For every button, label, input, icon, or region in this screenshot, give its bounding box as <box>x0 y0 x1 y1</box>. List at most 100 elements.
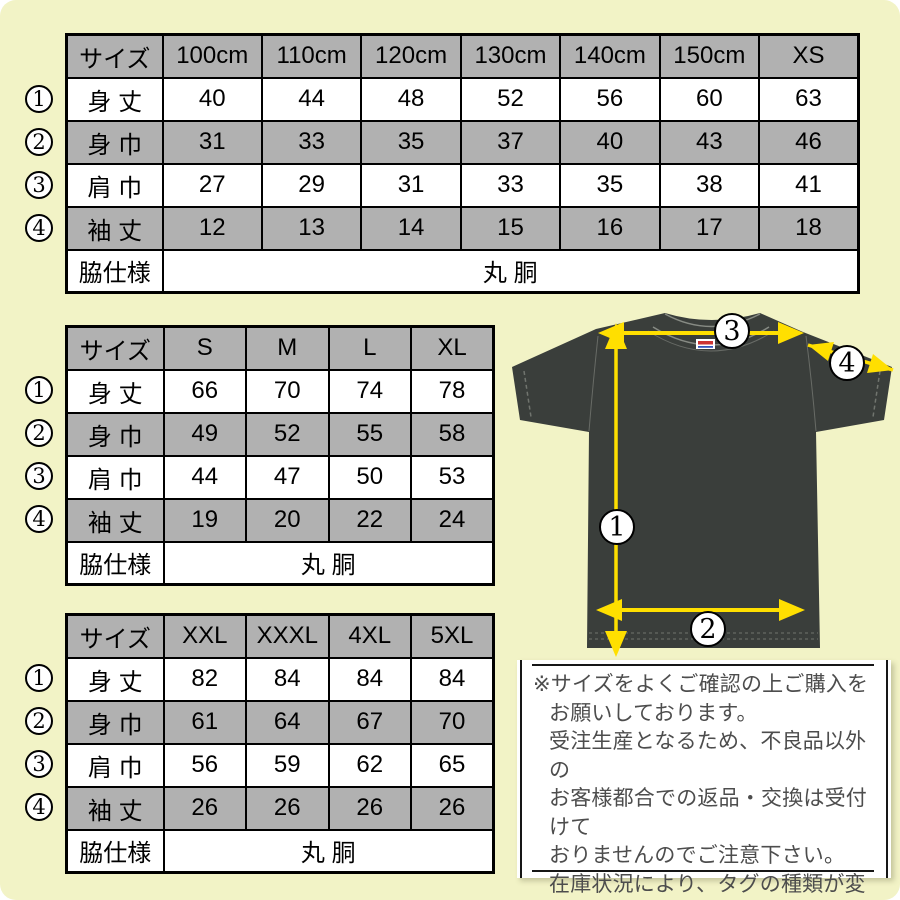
measure-value-cell: 44 <box>162 454 247 500</box>
size-header-cell: 140cm <box>559 33 661 79</box>
measure-value-cell: 66 <box>162 368 247 414</box>
measure-value-cell: 64 <box>245 699 330 745</box>
measure-label: 身 丈 <box>65 368 165 414</box>
size-column-header: サイズ <box>65 325 165 371</box>
size-header-cell: S <box>162 325 247 371</box>
measure-value-cell: 13 <box>260 205 363 251</box>
measure-value-cell: 74 <box>327 368 412 414</box>
measure-label: 袖 丈 <box>65 497 165 543</box>
measure-value-cell: 16 <box>559 205 661 251</box>
notice-line: 在庫状況により、タグの種類が変更に <box>549 872 866 896</box>
measure-value-cell: 52 <box>459 76 562 122</box>
sleeve-hem-stitch-left <box>523 370 532 418</box>
measure-label: 肩 巾 <box>65 742 165 788</box>
measure-label: 身 巾 <box>65 119 164 165</box>
side-spec-value: 丸 胴 <box>162 540 495 586</box>
measure-value-cell: 65 <box>410 742 495 788</box>
size-header-cell: XS <box>758 33 860 79</box>
measure-value-cell: 70 <box>245 368 330 414</box>
measure-value-cell: 44 <box>260 76 363 122</box>
size-header-cell: XXL <box>162 613 247 659</box>
measure-label: 身 丈 <box>65 76 164 122</box>
size-header-cell: L <box>327 325 412 371</box>
measure-value-cell: 58 <box>410 411 495 457</box>
measure-value-cell: 50 <box>327 454 412 500</box>
measure-value-cell: 24 <box>410 497 495 543</box>
measure-value-cell: 14 <box>360 205 462 251</box>
sleeve-seam-left <box>588 335 599 432</box>
circled-4-marker: 4 <box>25 793 53 821</box>
measure-value-cell: 70 <box>410 699 495 745</box>
brand-tag-icon <box>696 339 715 349</box>
size-column-header: サイズ <box>65 613 165 659</box>
measure-value-cell: 18 <box>758 205 860 251</box>
sleeve-seam-right <box>805 335 817 432</box>
measure-value-cell: 33 <box>260 119 363 165</box>
measure-label: 身 巾 <box>65 411 165 457</box>
size-header-cell: 150cm <box>658 33 761 79</box>
purchase-notice-box: ※サイズをよくご確認の上ご購入を お願いしております。 受注生産となるため、不良… <box>517 660 891 896</box>
measure-value-cell: 49 <box>162 411 247 457</box>
measure-value-cell: 56 <box>559 76 661 122</box>
measure-value-cell: 26 <box>245 785 330 831</box>
measure-value-cell: 26 <box>327 785 412 831</box>
notice-line: ※サイズをよくご確認の上ご購入を <box>533 673 869 696</box>
measure-value-cell: 22 <box>327 497 412 543</box>
notice-line: お願いしております。 <box>549 701 758 725</box>
circled-2-marker: 2 <box>25 419 53 447</box>
size-table-s-xl: サイズ S M L XL 身 丈 66 70 74 78 身 巾 49 52 55 58 肩 巾 44 47 50 5… <box>65 325 495 586</box>
size-table-kids: サイズ 100cm 110cm 120cm 130cm 140cm 150cm XS 身 丈 40… <box>65 33 860 294</box>
measure-value-cell: 63 <box>758 76 860 122</box>
measure-value-cell: 46 <box>758 119 860 165</box>
measure-value-cell: 26 <box>410 785 495 831</box>
measure-value-cell: 29 <box>260 162 363 208</box>
circled-3-marker: 3 <box>25 171 53 199</box>
size-header-cell: XL <box>410 325 495 371</box>
measure-value-cell: 40 <box>559 119 661 165</box>
size-header-cell: 120cm <box>360 33 462 79</box>
notice-frame-line <box>520 660 522 878</box>
measure-label: 袖 丈 <box>65 205 164 251</box>
shoulder-width-arrow <box>598 322 804 344</box>
measure-value-cell: 20 <box>245 497 330 543</box>
measure-value-cell: 61 <box>162 699 247 745</box>
measure-value-cell: 53 <box>410 454 495 500</box>
measure-value-cell: 52 <box>245 411 330 457</box>
measure-value-cell: 38 <box>658 162 761 208</box>
diagram-marker-shoulder-width: 3 <box>714 313 750 349</box>
measure-value-cell: 78 <box>410 368 495 414</box>
measure-value-cell: 82 <box>162 656 247 702</box>
measure-value-cell: 12 <box>161 205 263 251</box>
size-header-cell: M <box>245 325 330 371</box>
measure-value-cell: 47 <box>245 454 330 500</box>
measure-value-cell: 84 <box>245 656 330 702</box>
notice-line: おりませんのでご注意下さい。 <box>549 844 846 867</box>
measure-value-cell: 43 <box>658 119 761 165</box>
measure-value-cell: 35 <box>360 119 462 165</box>
measure-value-cell: 60 <box>658 76 761 122</box>
measure-value-cell: 84 <box>327 656 412 702</box>
circled-4-marker: 4 <box>25 505 53 533</box>
size-table-xxl-5xl: サイズ XXL XXXL 4XL 5XL 身 丈 82 84 84 84 身 巾 61 64 67 70 肩 … <box>65 613 495 874</box>
side-spec-label: 脇仕様 <box>65 248 164 294</box>
circled-1-marker: 1 <box>25 376 53 404</box>
measure-value-cell: 31 <box>360 162 462 208</box>
circled-3-marker: 3 <box>25 750 53 778</box>
notice-text: ※サイズをよくご確認の上ご購入を お願いしております。 受注生産となるため、不良… <box>533 671 881 900</box>
measure-value-cell: 67 <box>327 699 412 745</box>
collar-front-seam2 <box>647 330 775 352</box>
size-column-header: サイズ <box>65 33 164 79</box>
sleeve-hem-stitch-right <box>872 370 881 418</box>
measure-label: 肩 巾 <box>65 162 164 208</box>
circled-3-marker: 3 <box>25 462 53 490</box>
notice-frame-line <box>886 660 888 878</box>
measure-value-cell: 55 <box>327 411 412 457</box>
side-spec-value: 丸 胴 <box>161 248 860 294</box>
measure-value-cell: 26 <box>162 785 247 831</box>
tshirt-shape <box>512 313 892 648</box>
circled-1-marker: 1 <box>25 664 53 692</box>
size-header-cell: 5XL <box>410 613 495 659</box>
notice-frame-line <box>532 870 874 872</box>
measure-label: 袖 丈 <box>65 785 165 831</box>
